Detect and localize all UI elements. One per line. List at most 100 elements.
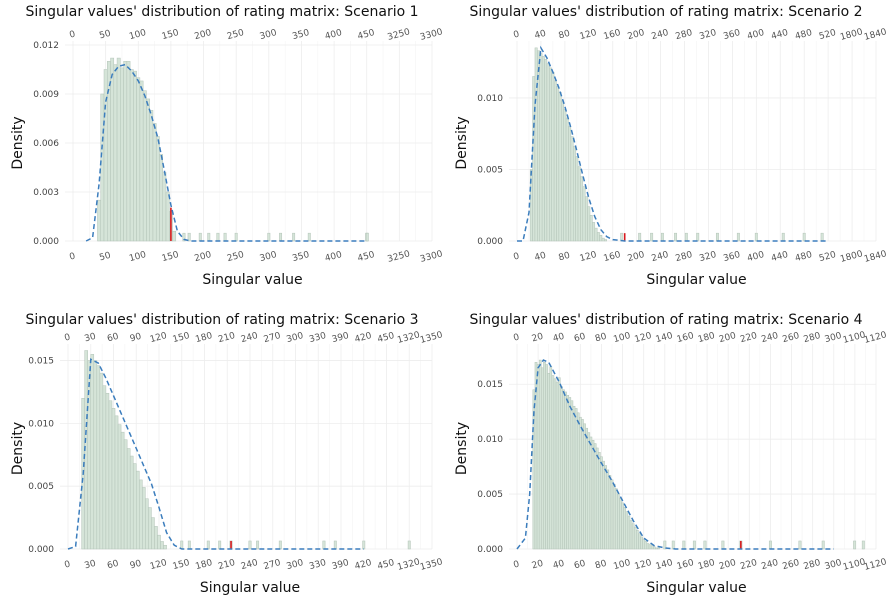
histogram-bar <box>582 186 586 242</box>
histogram-bar <box>105 392 110 550</box>
x-tick-label-bottom: 50 <box>98 251 112 264</box>
histogram-bar <box>589 214 593 242</box>
histogram-bar <box>163 544 167 550</box>
histogram-bar <box>87 360 92 550</box>
x-tick-label-top: 80 <box>594 332 608 345</box>
histogram-bar <box>162 172 167 242</box>
outlier-bar <box>821 540 825 550</box>
x-tick-label-top: 280 <box>803 331 822 345</box>
chart-title: Singular values' distribution of rating … <box>25 4 418 20</box>
histogram-bar <box>148 507 152 550</box>
outlier-bar <box>362 540 366 550</box>
x-tick-label-bottom: 140 <box>655 558 674 572</box>
histogram-bar <box>558 91 562 242</box>
histogram-bar <box>579 416 582 550</box>
x-tick-label-top: 330 <box>308 331 327 345</box>
x-tick-label-bottom: 180 <box>194 558 213 572</box>
outlier-bar <box>820 232 824 242</box>
x-tick-label-top: 400 <box>324 28 343 42</box>
x-tick-label-top: 120 <box>579 28 598 42</box>
histogram-bar <box>544 59 548 242</box>
x-tick-label-bottom: 270 <box>263 558 282 572</box>
x-tick-label-top: 3250 <box>386 27 411 43</box>
histogram-bar <box>139 80 144 242</box>
histogram-bar <box>608 475 612 550</box>
outlier-bar <box>187 232 191 242</box>
histogram-bar <box>553 80 557 242</box>
x-tick-label-bottom: 3300 <box>419 249 444 265</box>
x-tick-label-top: 450 <box>376 331 395 345</box>
chart-panel-4: 0.000 0.005 0.010 0.015 0 0 20 20 40 40 60 60 80 80 10… <box>444 300 888 600</box>
histogram-bar <box>555 381 559 550</box>
histogram-bar <box>587 432 591 550</box>
histogram-bar <box>110 57 115 242</box>
x-tick-label-bottom: 220 <box>739 558 758 572</box>
chart-svg: 0.000 0.005 0.010 0 0 40 40 80 80 120 120 160 160 200… <box>454 4 888 288</box>
histogram-bar <box>604 465 607 550</box>
histogram-bar <box>596 232 600 242</box>
x-tick-label-bottom: 320 <box>698 250 717 264</box>
histogram-bar <box>126 448 131 550</box>
histogram-bar <box>650 545 654 550</box>
histogram-bar <box>594 227 598 242</box>
outlier-bar <box>292 232 296 242</box>
x-tick-label-top: 20 <box>531 332 545 345</box>
x-tick-label-top: 1120 <box>863 330 888 346</box>
outlier-bar <box>696 232 700 242</box>
histogram-bar <box>123 61 128 242</box>
x-tick-label-bottom: 350 <box>291 250 310 264</box>
histogram-bar <box>132 463 137 550</box>
histogram-bar <box>157 534 161 550</box>
x-tick-label-top: 240 <box>240 331 259 345</box>
x-tick-label-bottom: 450 <box>357 250 376 264</box>
histogram-bar <box>583 423 586 550</box>
outlier-bar <box>218 540 222 550</box>
histogram-bar <box>113 64 118 242</box>
x-tick-label-top: 50 <box>98 29 112 42</box>
histogram-bar <box>543 362 546 550</box>
x-tick-label-bottom: 0 <box>63 559 71 570</box>
y-axis-label: Density <box>454 116 470 169</box>
x-tick-label-top: 120 <box>634 331 653 345</box>
x-tick-label-bottom: 200 <box>718 558 737 572</box>
histogram-bar <box>107 61 111 242</box>
x-tick-label-top: 1800 <box>839 27 864 43</box>
x-tick-label-top: 360 <box>722 28 741 42</box>
histogram-bar <box>120 431 125 550</box>
outlier-bar <box>802 232 806 242</box>
histogram-bar <box>129 455 134 550</box>
histogram-bar <box>580 176 584 242</box>
x-tick-label-top: 520 <box>818 28 837 42</box>
histogram-bar <box>546 63 550 242</box>
histogram-bar <box>633 526 637 550</box>
histogram-bar <box>599 235 603 242</box>
histogram-bar <box>657 547 660 550</box>
histogram-bar <box>572 146 576 242</box>
histogram-bar <box>606 469 610 550</box>
histogram-bar <box>108 400 113 550</box>
x-axis-label: Singular value <box>200 580 300 596</box>
x-tick-label-bottom: 400 <box>746 250 765 264</box>
histogram-bar <box>595 447 599 550</box>
histogram-bar <box>538 359 542 550</box>
x-tick-label-top: 0 <box>63 332 71 343</box>
x-tick-label-bottom: 240 <box>650 250 669 264</box>
histogram-bar <box>129 69 134 242</box>
outlier-bar <box>187 540 191 550</box>
x-tick-label-top: 240 <box>760 331 779 345</box>
x-tick-label-top: 3300 <box>419 27 444 43</box>
chart-panel-2: 0.000 0.005 0.010 0 0 40 40 80 80 120 120 160 160 200… <box>444 0 888 300</box>
x-tick-label-top: 120 <box>149 331 168 345</box>
x-tick-label-bottom: 300 <box>285 558 304 572</box>
chart-title: Singular values' distribution of rating … <box>25 312 418 328</box>
histogram-bar <box>587 206 591 242</box>
x-tick-label-bottom: 60 <box>106 559 120 572</box>
x-tick-label-bottom: 300 <box>259 250 278 264</box>
outlier-bar <box>715 232 719 242</box>
x-tick-label-bottom: 160 <box>603 250 622 264</box>
x-tick-label-bottom: 1320 <box>396 557 421 573</box>
x-tick-label-bottom: 200 <box>627 250 646 264</box>
x-tick-label-top: 300 <box>285 331 304 345</box>
x-tick-label-bottom: 20 <box>531 559 545 572</box>
histogram-bar <box>568 397 572 550</box>
